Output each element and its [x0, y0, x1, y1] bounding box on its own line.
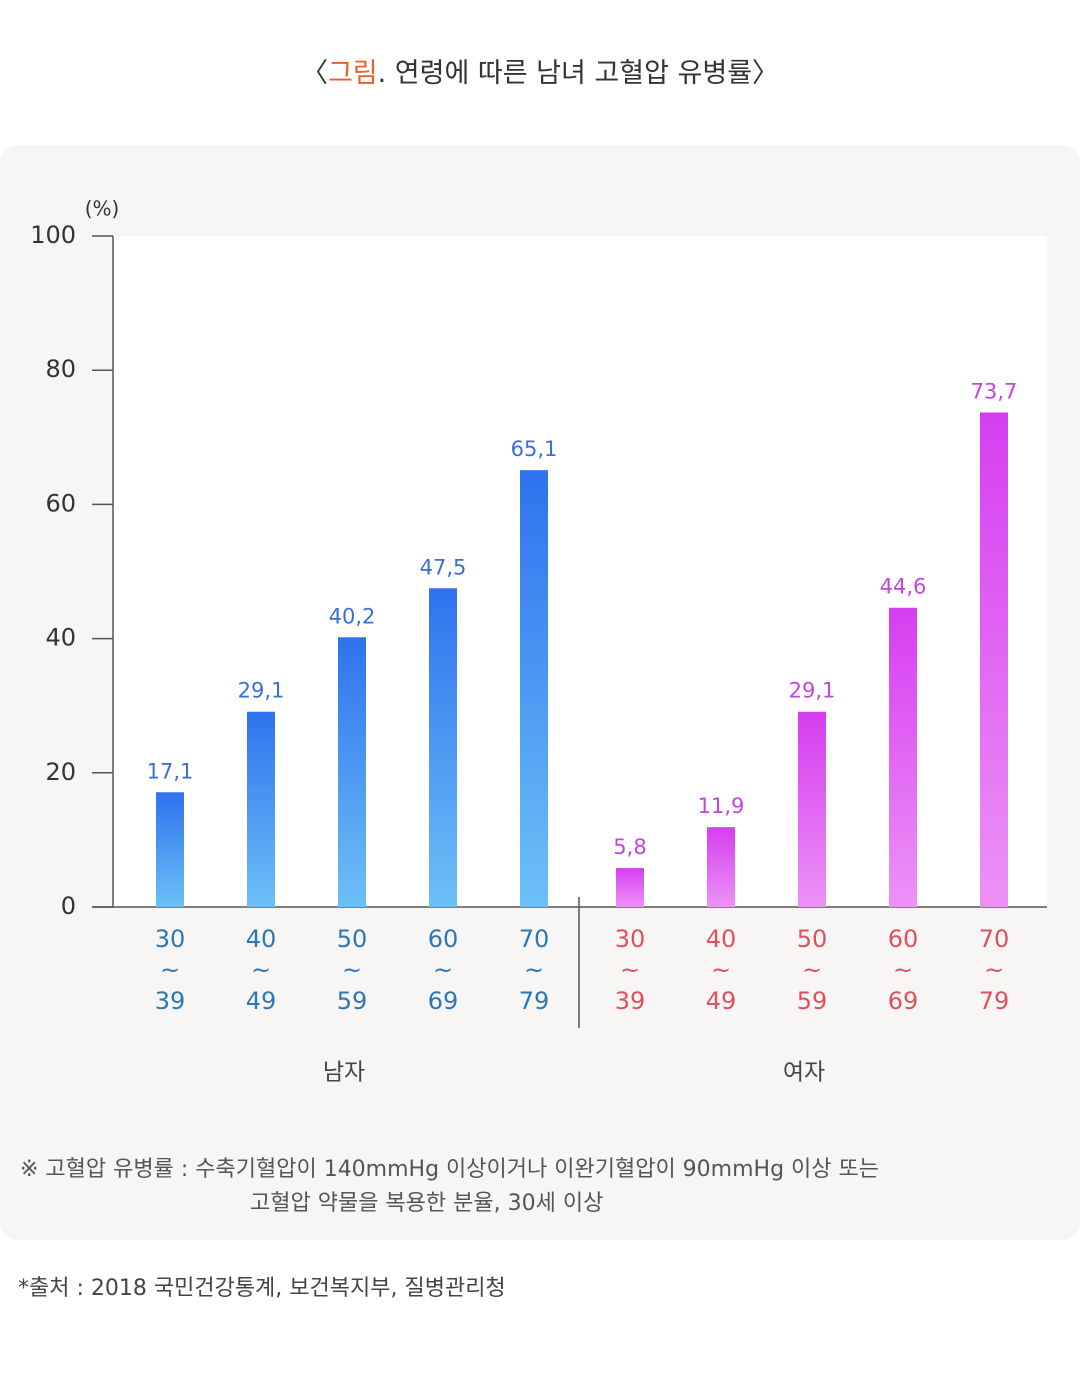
x-tick-label: ~	[433, 956, 453, 984]
title-part: 〈	[301, 58, 328, 89]
group-label: 남자	[323, 1060, 365, 1086]
value-label: 17,1	[147, 759, 194, 783]
x-tick-label: 60	[428, 925, 459, 953]
note-line: ※ 고혈압 유병률 : 수축기혈압이 140mmHg 이상이거나 이완기혈압이 …	[20, 1157, 879, 1182]
x-tick-label: 60	[888, 925, 919, 953]
x-tick-label: ~	[160, 956, 180, 984]
bar	[980, 412, 1008, 907]
value-label: 47,5	[420, 555, 467, 579]
value-label: 73,7	[971, 379, 1018, 403]
bar	[616, 868, 644, 907]
x-tick-label: ~	[711, 956, 731, 984]
title-part: 그림	[328, 58, 378, 89]
bar	[707, 827, 735, 907]
x-tick-label: 79	[979, 987, 1010, 1015]
bar	[338, 637, 366, 907]
value-label: 29,1	[789, 679, 836, 703]
source: *출처 : 2018 국민건강통계, 보건복지부, 질병관리청	[18, 1276, 506, 1301]
bar	[798, 711, 826, 907]
x-tick-label: 70	[519, 925, 550, 953]
x-tick-label: 49	[246, 987, 277, 1015]
value-label: 29,1	[238, 679, 285, 703]
bar	[520, 470, 548, 907]
x-tick-label: 30	[615, 925, 646, 953]
value-label: 44,6	[880, 575, 927, 599]
x-tick-label: 39	[615, 987, 646, 1015]
x-tick-label: 69	[888, 987, 919, 1015]
x-tick-label: ~	[251, 956, 271, 984]
x-tick-label: 50	[337, 925, 368, 953]
y-tick-label: 20	[45, 758, 76, 786]
x-tick-label: 30	[155, 925, 186, 953]
x-tick-label: ~	[620, 956, 640, 984]
x-tick-label: 40	[706, 925, 737, 953]
value-label: 65,1	[511, 437, 558, 461]
x-tick-label: 70	[979, 925, 1010, 953]
title-part: . 연령에 따른 남녀 고혈압 유병률〉	[378, 58, 779, 89]
x-tick-label: 79	[519, 987, 550, 1015]
bar	[156, 792, 184, 907]
x-tick-label: 69	[428, 987, 459, 1015]
y-tick-label: 100	[30, 221, 76, 249]
y-tick-label: 80	[45, 355, 76, 383]
group-label: 여자	[783, 1060, 825, 1086]
x-tick-label: 49	[706, 987, 737, 1015]
x-tick-label: 50	[797, 925, 828, 953]
x-tick-label: ~	[893, 956, 913, 984]
y-tick-label: 60	[45, 489, 76, 517]
y-tick-label: 0	[61, 892, 76, 920]
x-tick-label: ~	[984, 956, 1004, 984]
x-tick-label: ~	[802, 956, 822, 984]
x-tick-label: 40	[246, 925, 277, 953]
x-tick-label: ~	[342, 956, 362, 984]
bar	[889, 607, 917, 907]
value-label: 11,9	[698, 794, 745, 818]
chart-title: 〈그림. 연령에 따른 남녀 고혈압 유병률〉	[301, 58, 779, 89]
x-tick-label: 59	[337, 987, 368, 1015]
y-tick-label: 40	[45, 624, 76, 652]
y-unit: (%)	[85, 197, 120, 221]
x-tick-label: 39	[155, 987, 186, 1015]
bar	[429, 588, 457, 907]
value-label: 40,2	[329, 604, 376, 628]
value-label: 5,8	[613, 835, 646, 859]
note-line: 고혈압 약물을 복용한 분율, 30세 이상	[250, 1191, 603, 1216]
x-tick-label: ~	[524, 956, 544, 984]
bar	[247, 711, 275, 907]
x-tick-label: 59	[797, 987, 828, 1015]
